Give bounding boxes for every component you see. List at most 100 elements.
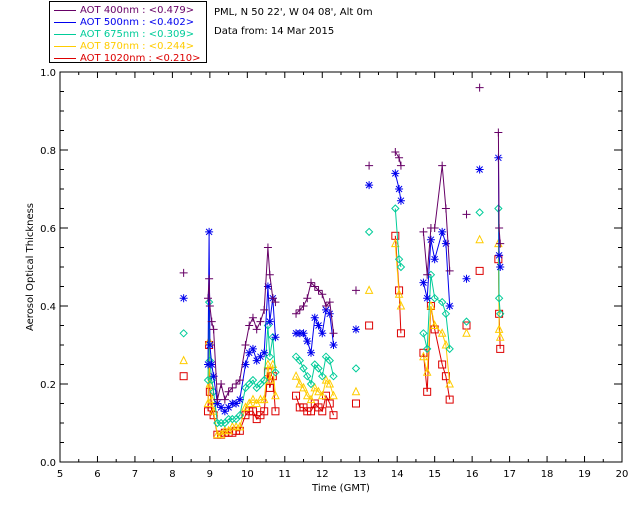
data-point	[495, 224, 504, 232]
plot-frame	[59, 71, 623, 463]
data-point	[228, 383, 237, 392]
data-point	[394, 254, 404, 264]
data-point	[462, 274, 471, 283]
data-point	[232, 399, 241, 408]
data-point	[232, 380, 241, 388]
data-point	[179, 329, 188, 338]
data-point	[299, 302, 308, 310]
site-info: PML, N 50 22', W 04 08', Alt 0m	[214, 7, 373, 18]
series-aot-675nm	[179, 204, 505, 428]
data-point	[207, 317, 216, 326]
data-point	[329, 371, 338, 381]
data-point	[322, 302, 331, 310]
data-point	[317, 390, 327, 400]
data-point	[310, 313, 319, 322]
data-point	[252, 356, 261, 365]
data-point	[462, 328, 471, 337]
data-point	[351, 399, 360, 408]
data-point	[325, 399, 334, 408]
data-point	[265, 383, 274, 392]
data-point	[422, 344, 432, 354]
data-point	[430, 255, 439, 264]
x-tick-label: 7	[132, 469, 138, 480]
y-axis-title: Aerosol Optical Thickness	[25, 203, 36, 331]
data-point	[217, 403, 226, 412]
data-point	[263, 359, 273, 368]
data-point	[430, 224, 439, 232]
data-point	[179, 372, 188, 381]
data-point	[235, 376, 244, 385]
data-point	[179, 268, 188, 277]
data-point	[325, 298, 334, 307]
legend: AOT 400nm : <0.479> AOT 500nm : <0.402> …	[49, 1, 207, 64]
data-point	[203, 294, 212, 303]
data-point	[224, 387, 233, 396]
data-point	[462, 210, 471, 219]
data-point	[494, 128, 503, 137]
data-point	[209, 406, 218, 415]
data-point	[462, 317, 471, 326]
data-point	[329, 341, 338, 349]
data-point	[441, 204, 450, 213]
data-point	[391, 169, 400, 178]
y-tick-label: 0.2	[40, 380, 56, 391]
series-line	[394, 151, 402, 166]
data-point	[430, 320, 439, 329]
data-point	[325, 356, 334, 365]
x-tick-label: 17	[503, 469, 516, 480]
y-tick-label: 0.6	[40, 224, 56, 235]
legend-label-500nm: AOT 500nm : <0.402>	[80, 16, 195, 28]
data-point	[441, 239, 450, 248]
data-point	[391, 204, 400, 213]
data-point	[419, 329, 428, 338]
series-line	[422, 305, 451, 385]
legend-item-500nm: AOT 500nm : <0.402>	[54, 16, 194, 28]
data-point	[260, 407, 269, 416]
data-point	[475, 234, 484, 244]
data-point	[224, 403, 233, 412]
series-line	[207, 278, 233, 402]
data-point	[318, 371, 327, 381]
data-point	[419, 351, 428, 361]
axis-ticks: 5 6 7 8 9 10 11 12 13 14 15 16 17 18 19 20 0.0 0.2 0.4 0.6 0…	[40, 68, 628, 480]
data-point	[391, 238, 400, 248]
data-point	[419, 227, 428, 236]
data-point	[351, 286, 360, 295]
y-tick-label: 0.8	[40, 146, 56, 157]
data-point	[496, 309, 505, 319]
data-point	[318, 290, 327, 299]
x-axis-title: Time (GMT)	[311, 483, 370, 494]
data-point	[396, 300, 406, 310]
data-point	[310, 282, 319, 291]
data-point	[430, 293, 439, 303]
x-tick-label: 10	[241, 469, 254, 480]
x-tick-label: 8	[169, 469, 175, 480]
data-point	[241, 341, 250, 349]
data-point	[396, 196, 405, 205]
data-point	[248, 313, 257, 322]
series-line	[422, 165, 451, 275]
data-point	[256, 352, 265, 361]
x-tick-label: 18	[541, 469, 554, 480]
data-point	[271, 368, 280, 377]
data-point	[265, 352, 275, 361]
data-point	[209, 372, 218, 381]
x-tick-label: 15	[428, 469, 441, 480]
data-point	[295, 378, 305, 388]
data-point	[495, 332, 505, 341]
x-tick-label: 19	[578, 469, 591, 480]
series-aot-400nm	[179, 83, 505, 404]
data-point	[235, 421, 245, 431]
data-point	[325, 378, 335, 388]
data-point	[263, 243, 272, 252]
data-point	[245, 348, 254, 357]
data-point	[303, 294, 312, 303]
data-point	[496, 239, 505, 248]
data-point	[291, 371, 301, 380]
data-point	[314, 286, 323, 295]
data-point	[394, 289, 404, 298]
data-point	[216, 418, 226, 428]
data-point	[494, 324, 504, 333]
data-point	[224, 414, 233, 424]
